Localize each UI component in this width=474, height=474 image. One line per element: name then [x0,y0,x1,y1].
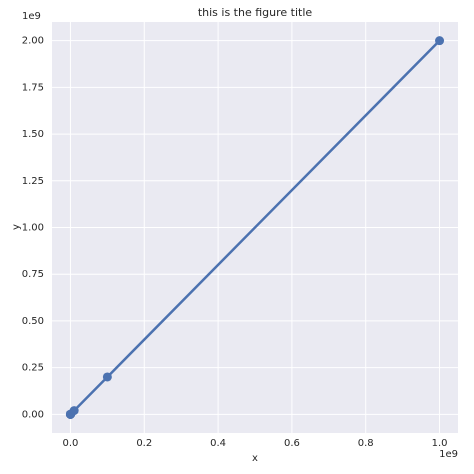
y-tick-label: 1.50 [22,129,44,140]
y-tick-label: 0.75 [22,269,44,280]
x-tick-label: 0.6 [284,438,300,449]
point [435,36,445,46]
y-tick-label: 1.00 [22,223,44,234]
y-offset-label: 1e9 [22,11,41,22]
x-offset-label: 1e9 [439,449,458,460]
point [69,406,79,416]
y-tick-label: 1.25 [22,176,44,187]
y-tick-label: 0.50 [22,316,44,327]
x-tick-label: 0.0 [63,438,79,449]
x-axis-label: x [252,453,258,464]
chart-title: this is the figure title [198,6,313,19]
point [102,372,112,382]
y-tick-label: 0.00 [22,409,44,420]
x-tick-label: 1.0 [432,438,448,449]
y-axis-label: y [11,224,22,230]
x-tick-label: 0.2 [136,438,152,449]
x-tick-label: 0.8 [358,438,374,449]
y-tick-label: 0.25 [22,363,44,374]
y-tick-label: 2.00 [22,36,44,47]
y-tick-label: 1.75 [22,82,44,93]
x-tick-label: 0.4 [210,438,226,449]
